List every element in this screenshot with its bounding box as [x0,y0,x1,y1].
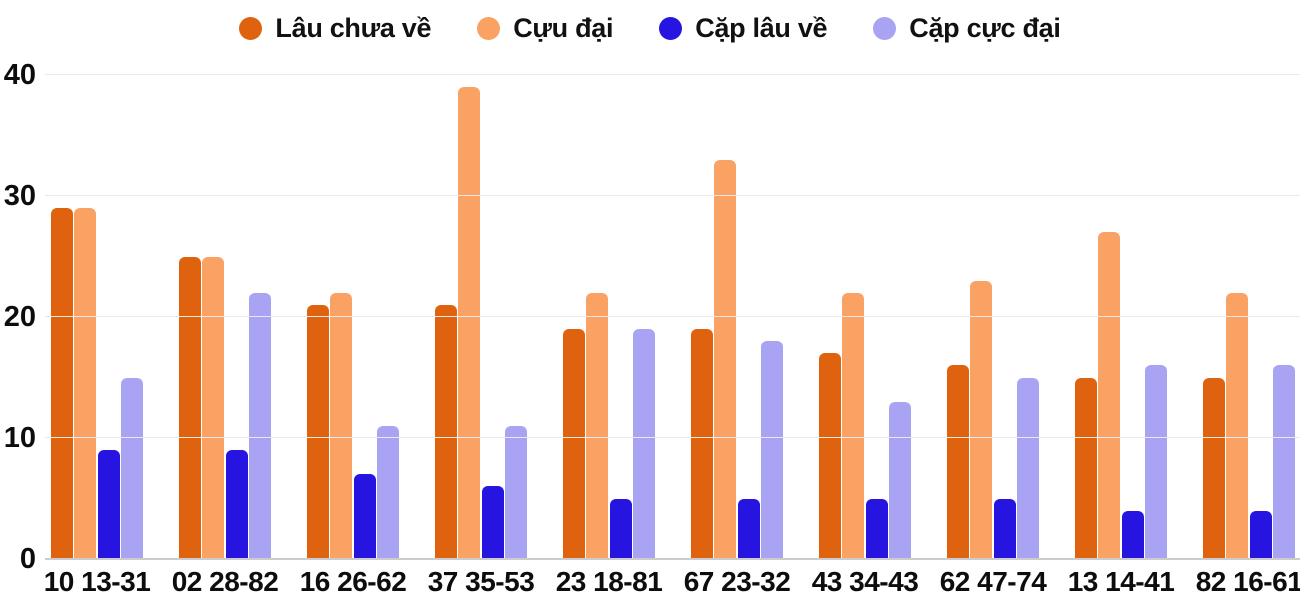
bar-series-4 [1272,365,1295,559]
legend-dot-icon [477,16,501,40]
x-label-cell: 02 28-82 [172,566,279,598]
bar-series-2 [970,280,993,559]
bar-series-1 [1075,377,1097,559]
x-tick-label: 10 13-31 [43,566,151,597]
bar-series-4 [888,401,911,559]
bar-series-3 [865,498,888,559]
bar-series-3 [481,486,504,559]
gridline-30 [45,195,1300,196]
bar-series-2 [1226,292,1249,559]
bar-series-2 [458,87,481,559]
bar-series-2 [842,292,865,559]
x-label-cell: 13 14-41 [1068,566,1175,598]
bar-series-3 [353,474,376,559]
legend-dot-icon [659,16,683,40]
x-tick-label: 43 34-43 [811,566,919,597]
bar-group-02-28-82 [179,75,271,559]
legend-dot-icon [873,16,897,40]
x-tick-label: 13 14-41 [1067,566,1175,597]
bar-series-2 [1098,232,1121,559]
bar-series-3 [1249,510,1272,559]
bar-group-82-16-61 [1203,75,1295,559]
bar-series-2 [330,292,353,559]
x-axis-baseline [45,558,1300,560]
y-tick-label-20: 20 [3,301,36,333]
bar-group-67-23-32 [691,75,783,559]
x-label-cell: 43 34-43 [812,566,919,598]
gridline-20 [45,316,1300,317]
bar-series-1 [819,353,841,559]
bar-series-1 [691,329,713,559]
legend-label: Cặp lâu về [695,12,828,43]
chart-legend: Lâu chưa về Cựu đại Cặp lâu về Cặp cực đại [0,8,1300,48]
x-axis-labels: 10 13-31 02 28-82 16 26-62 37 35-53 23 18-81… [44,566,1300,598]
gridline-10 [45,437,1300,438]
bar-series-4 [504,425,527,559]
bar-group-16-26-62 [307,75,399,559]
bar-series-1 [435,304,457,559]
legend-dot-icon [239,16,263,40]
bar-series-2 [202,256,225,559]
bar-series-3 [609,498,632,559]
bar-series-4 [120,377,143,559]
legend-item-1[interactable]: Lâu chưa về [239,12,432,44]
bar-group-13-14-41 [1075,75,1167,559]
bar-series-4 [376,425,399,559]
x-label-cell: 62 47-74 [940,566,1047,598]
x-tick-label: 62 47-74 [939,566,1047,597]
y-tick-label-10: 10 [3,422,36,454]
bar-group-37-35-53 [435,75,527,559]
x-tick-label: 16 26-62 [299,566,407,597]
x-label-cell: 82 16-61 [1196,566,1300,598]
legend-label: Cặp cực đại [909,12,1061,43]
bar-series-1 [563,329,585,559]
legend-item-2[interactable]: Cựu đại [477,12,614,44]
bar-group-62-47-74 [947,75,1039,559]
bar-group-43-34-43 [819,75,911,559]
bar-series-4 [760,341,783,559]
bar-series-3 [993,498,1016,559]
bar-series-4 [1016,377,1039,559]
bar-series-1 [179,256,201,559]
bar-series-2 [74,208,97,559]
x-label-cell: 37 35-53 [428,566,535,598]
y-tick-label-30: 30 [3,180,36,212]
legend-label: Cựu đại [513,12,614,43]
x-label-cell: 16 26-62 [300,566,407,598]
x-label-cell: 67 23-32 [684,566,791,598]
bar-group-10-13-31 [51,75,143,559]
bar-series-3 [1121,510,1144,559]
bar-series-4 [1144,365,1167,559]
legend-item-4[interactable]: Cặp cực đại [873,12,1061,44]
y-tick-label-40: 40 [3,59,36,91]
y-tick-label-0: 0 [19,543,36,575]
bar-series-3 [97,450,120,559]
x-tick-label: 82 16-61 [1195,566,1300,597]
bar-series-3 [737,498,760,559]
bar-series-2 [714,159,737,559]
bar-series-2 [586,292,609,559]
x-tick-label: 23 18-81 [555,566,663,597]
gridline-40 [45,74,1300,75]
x-label-cell: 23 18-81 [556,566,663,598]
bar-series-1 [1203,377,1225,559]
bar-series-4 [632,329,655,559]
bars-region [51,75,1295,559]
legend-item-3[interactable]: Cặp lâu về [659,12,828,44]
legend-label: Lâu chưa về [275,12,432,43]
x-tick-label: 37 35-53 [427,566,535,597]
x-tick-label: 02 28-82 [171,566,279,597]
bar-series-3 [225,450,248,559]
x-tick-label: 67 23-32 [683,566,791,597]
bar-group-23-18-81 [563,75,655,559]
bar-series-1 [307,304,329,559]
bar-series-4 [248,292,271,559]
bar-series-1 [947,365,969,559]
bar-series-1 [51,208,73,559]
x-label-cell: 10 13-31 [44,566,151,598]
